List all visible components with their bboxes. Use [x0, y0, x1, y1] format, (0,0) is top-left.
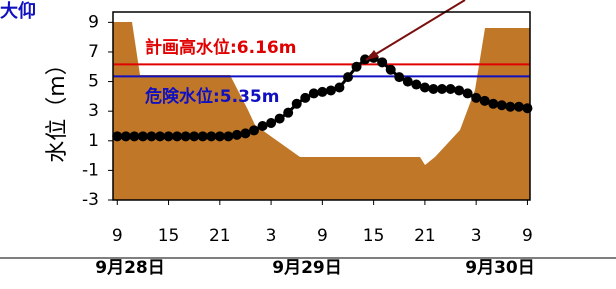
y-axis-label: 水位（m） — [45, 53, 70, 162]
x-tick-label: 15 — [158, 226, 180, 246]
water-level-point — [223, 131, 233, 141]
x-tick-label: 3 — [471, 226, 482, 246]
water-level-point — [258, 121, 268, 131]
water-level-point — [437, 84, 447, 94]
water-level-point — [514, 102, 524, 112]
water-level-point — [164, 131, 174, 141]
water-level-point — [146, 131, 156, 141]
water-level-point — [198, 131, 208, 141]
x-tick-label: 21 — [414, 226, 436, 246]
x-tick-label: 3 — [266, 226, 277, 246]
x-tick-label: 9 — [112, 226, 123, 246]
water-level-point — [463, 88, 473, 98]
water-level-point — [377, 57, 387, 67]
water-level-point — [343, 72, 353, 82]
water-level-point — [215, 131, 225, 141]
water-level-point — [480, 96, 490, 106]
x-tick-label: 9 — [522, 226, 533, 246]
water-level-point — [403, 77, 413, 87]
y-tick-label: 7 — [88, 42, 99, 62]
y-tick-label: 1 — [88, 131, 99, 151]
water-level-point — [326, 85, 336, 95]
water-level-point — [266, 118, 276, 128]
y-tick-label: -3 — [82, 190, 99, 210]
x-tick-label: 15 — [363, 226, 385, 246]
water-level-point — [249, 125, 259, 135]
water-level-point — [292, 99, 302, 109]
y-tick-label: 5 — [88, 72, 99, 92]
water-level-point — [240, 128, 250, 138]
y-tick-label: -1 — [82, 160, 99, 180]
water-level-point — [172, 131, 182, 141]
water-level-point — [334, 82, 344, 92]
water-level-point — [522, 103, 532, 113]
water-level-point — [112, 131, 122, 141]
water-level-point — [121, 131, 131, 141]
reference-label: 計画高水位:6.16m — [145, 37, 296, 58]
water-level-point — [300, 93, 310, 103]
water-level-point — [283, 108, 293, 118]
water-level-point — [386, 65, 396, 75]
water-level-point — [206, 131, 216, 141]
water-level-point — [394, 72, 404, 82]
date-label: 9月29日 — [272, 258, 342, 278]
water-level-point — [181, 131, 191, 141]
water-level-point — [420, 82, 430, 92]
water-level-point — [232, 130, 242, 140]
water-level-point — [138, 131, 148, 141]
water-level-point — [505, 102, 515, 112]
y-tick-label: 9 — [88, 12, 99, 32]
water-level-point — [129, 131, 139, 141]
water-level-point — [488, 99, 498, 109]
water-level-point — [189, 131, 199, 141]
water-level-point — [411, 80, 421, 90]
water-level-point — [352, 62, 362, 72]
date-label: 9月30日 — [465, 258, 535, 278]
x-tick-label: 9 — [317, 226, 328, 246]
x-tick-label: 21 — [209, 226, 231, 246]
water-level-point — [275, 114, 285, 124]
chart-title: 大仰 — [0, 0, 36, 22]
chart: 大仰 水位（m） 9 7 5 3 1 -1 -3 9 15 21 3 9 15 21 3 9 9月28日 9月29… — [0, 0, 616, 289]
y-tick-label: 3 — [88, 101, 99, 121]
water-level-point — [446, 84, 456, 94]
annotation-arrow — [366, 0, 465, 60]
water-level-point — [454, 85, 464, 95]
water-level-point — [428, 84, 438, 94]
water-level-point — [497, 100, 507, 110]
date-label: 9月28日 — [95, 258, 165, 278]
reference-label: 危険水位:5.35m — [144, 86, 279, 107]
water-level-point — [471, 93, 481, 103]
water-level-point — [317, 87, 327, 97]
water-level-point — [309, 88, 319, 98]
water-level-point — [155, 131, 165, 141]
